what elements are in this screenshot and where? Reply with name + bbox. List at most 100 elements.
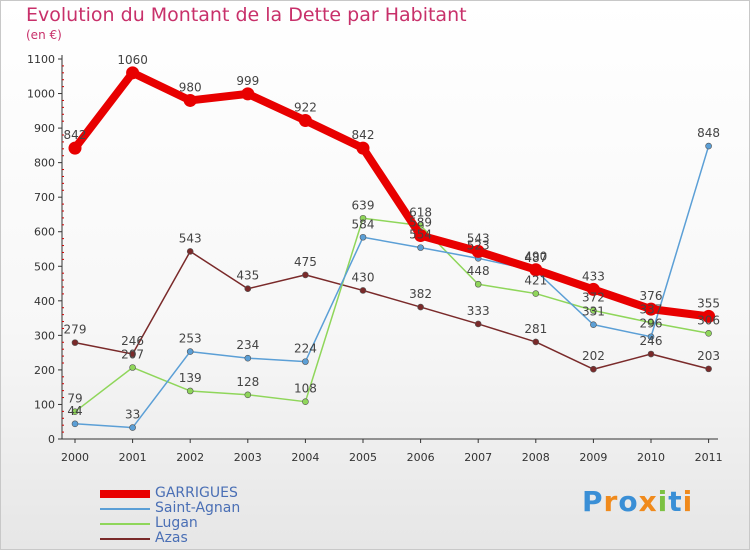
y-tick-label: 200: [34, 364, 55, 377]
data-point: [68, 141, 82, 155]
data-point: [302, 398, 309, 405]
data-label: 108: [294, 382, 317, 396]
data-point: [474, 320, 482, 328]
logo-letter: t: [668, 485, 683, 518]
legend-label: Azas: [155, 530, 188, 546]
data-point: [586, 282, 600, 296]
x-tick-label: 2010: [637, 451, 665, 464]
data-point: [414, 229, 428, 243]
data-label: 246: [640, 334, 663, 348]
y-tick-label: 700: [34, 191, 55, 204]
x-tick-label: 2009: [579, 451, 607, 464]
data-label: 639: [352, 198, 375, 212]
data-point: [186, 248, 194, 255]
data-label: 589: [409, 216, 432, 230]
data-label: 203: [697, 349, 720, 363]
x-tick-label: 2006: [407, 451, 435, 464]
data-point: [183, 93, 197, 107]
series-line: [71, 68, 713, 321]
data-label: 333: [467, 304, 490, 318]
data-label: 128: [236, 375, 259, 389]
legend-label: Saint-Agnan: [155, 500, 241, 516]
data-point: [474, 280, 482, 288]
data-label: 430: [352, 270, 375, 284]
y-tick-label: 300: [34, 329, 55, 342]
data-point: [244, 285, 252, 293]
data-point: [417, 244, 424, 251]
data-point: [302, 358, 309, 365]
data-label: 139: [179, 371, 202, 385]
chart-title: Evolution du Montant de la Dette par Hab…: [26, 4, 467, 26]
y-tick-label: 100: [34, 398, 55, 411]
data-label: 543: [467, 231, 490, 245]
data-point: [647, 333, 655, 341]
data-point: [71, 408, 79, 416]
x-tick-label: 2001: [119, 451, 147, 464]
logo-letter: i: [657, 485, 669, 518]
y-tick-label: 1100: [27, 53, 55, 66]
data-point: [705, 329, 712, 337]
data-label: 207: [121, 347, 144, 361]
data-point: [129, 350, 136, 358]
legend-item: GARRIGUES: [100, 485, 360, 501]
y-tick-label: 900: [34, 122, 55, 135]
data-point: [71, 420, 79, 428]
data-label: 337: [640, 303, 663, 317]
y-tick-label: 1000: [27, 88, 55, 101]
data-point: [702, 309, 716, 323]
y-tick-label: 400: [34, 295, 55, 308]
chart-subtitle: (en €): [26, 28, 62, 42]
data-label: 279: [64, 323, 87, 337]
logo-letter: P: [582, 485, 604, 518]
data-point: [590, 307, 597, 314]
data-label: 421: [524, 274, 547, 288]
data-label: 999: [236, 74, 259, 88]
data-label: 382: [409, 287, 432, 301]
legend-item: Azas: [100, 530, 360, 546]
data-point: [186, 348, 194, 355]
data-label: 44: [67, 404, 82, 418]
x-tick-label: 2005: [349, 451, 377, 464]
data-label: 234: [236, 338, 259, 352]
data-label: 224: [294, 342, 317, 356]
legend-item: Lugan: [100, 515, 360, 531]
logo-letter: r: [603, 485, 619, 518]
y-tick-label: 0: [48, 433, 55, 446]
data-label: 980: [179, 80, 202, 94]
logo-letter: o: [618, 485, 639, 518]
data-label: 376: [640, 289, 663, 303]
data-point: [532, 338, 540, 346]
data-label: 253: [179, 332, 202, 346]
data-point: [129, 364, 136, 371]
data-label: 848: [697, 126, 720, 140]
data-label: 543: [179, 231, 202, 245]
data-point: [359, 233, 367, 241]
legend-swatch: [100, 508, 150, 510]
x-tick-label: 2008: [522, 451, 550, 464]
data-label: 922: [294, 100, 317, 114]
data-label: 584: [352, 217, 375, 231]
data-point: [644, 302, 658, 316]
data-point: [705, 142, 712, 150]
y-tick-label: 500: [34, 260, 55, 273]
legend-swatch: [100, 538, 150, 540]
data-point: [244, 391, 252, 399]
y-tick-label: 600: [34, 226, 55, 239]
line-chart: 0 100 200 300 400 500 600 700 800 900 1000 1100 2000…: [27, 53, 723, 464]
data-point: [298, 113, 312, 127]
legend-swatch: [100, 490, 150, 498]
data-label: 331: [582, 305, 605, 319]
data-point: [471, 244, 485, 258]
data-point: [590, 321, 597, 328]
data-point: [129, 424, 136, 431]
x-tick-label: 2004: [291, 451, 319, 464]
data-label: 202: [582, 349, 605, 363]
data-label: 618: [409, 206, 432, 220]
proxiti-logo: Proxiti: [582, 485, 693, 518]
data-point: [244, 354, 252, 362]
data-point: [705, 365, 712, 373]
x-tick-label: 2003: [234, 451, 262, 464]
data-label: 246: [121, 334, 144, 348]
data-label: 554: [409, 228, 432, 242]
